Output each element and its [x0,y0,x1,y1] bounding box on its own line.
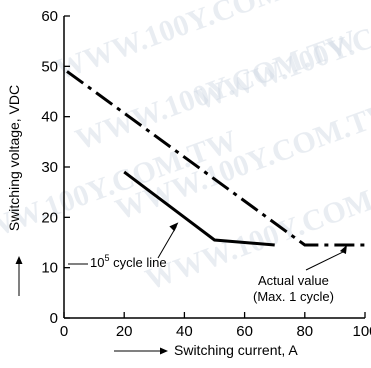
actual-value-label-2: (Max. 1 cycle) [253,289,334,304]
x-tick-label: 60 [236,323,253,340]
y-tick-label: 40 [41,109,58,126]
y-tick-label: 50 [41,58,58,75]
x-tick-label: 80 [296,323,313,340]
cycle-line-label: 105 cycle line [90,253,167,270]
x-tick-label: 0 [60,323,68,340]
y-tick-label: 60 [41,8,58,25]
x-axis-arrow-head [160,348,168,355]
actual-value-label-1: Actual value [258,273,329,288]
x-tick-label: 20 [116,323,133,340]
y-tick-label: 0 [50,310,58,327]
y-tick-label: 10 [41,260,58,277]
x-tick-label: 100 [352,323,371,340]
y-tick-label: 30 [41,159,58,176]
actual-value-pointer [306,251,345,270]
y-axis-title: Switching voltage, VDC [6,85,22,231]
x-axis-title: Switching current, A [174,342,298,358]
y-tick-label: 20 [41,209,58,226]
y-axis-arrow-head [16,256,23,264]
x-tick-label: 40 [176,323,193,340]
watermark: WWW.100Y.COM.TWWWW.100Y.COM.TWWWW.100Y.C… [0,0,371,297]
cycle-line-label-base: 10 [90,255,104,270]
cycle-line-arrowhead [169,222,178,231]
